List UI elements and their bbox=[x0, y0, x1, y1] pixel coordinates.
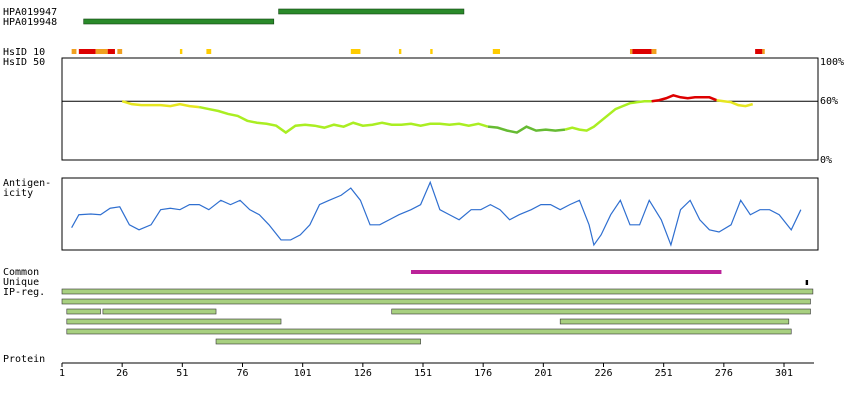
ip-region bbox=[61, 298, 811, 305]
ip-region bbox=[102, 308, 217, 315]
antibody-label: HPA019947 bbox=[3, 7, 57, 18]
x-tick-label: 101 bbox=[294, 368, 312, 379]
track-label: HsID 10 bbox=[3, 47, 45, 58]
track-label: Unique bbox=[3, 277, 39, 288]
track-label: Common bbox=[3, 267, 39, 278]
hsid10-segment bbox=[117, 49, 123, 54]
y-tick-label: 100% bbox=[820, 57, 844, 68]
unique-bar bbox=[805, 280, 809, 285]
ip-region bbox=[559, 318, 790, 325]
hsid10-segment bbox=[350, 49, 361, 54]
hsid10-segment bbox=[651, 49, 657, 54]
track-label: icity bbox=[3, 188, 33, 199]
x-tick-label: 276 bbox=[715, 368, 733, 379]
hsid10-segment bbox=[492, 49, 501, 54]
hsid10-segment bbox=[78, 49, 96, 54]
hsid50-line bbox=[716, 98, 754, 108]
x-tick-label: 251 bbox=[655, 368, 673, 379]
hsid10-segment bbox=[430, 49, 433, 54]
x-tick-label: 26 bbox=[116, 368, 128, 379]
hsid50-line bbox=[487, 125, 566, 134]
hsid10-segment bbox=[71, 49, 77, 54]
antigenicity-line bbox=[71, 180, 802, 247]
hsid50-line bbox=[651, 94, 718, 103]
hsid10-segment bbox=[762, 49, 765, 54]
antibody-bar bbox=[83, 18, 275, 25]
ip-region bbox=[66, 318, 282, 325]
track-label: Antigen- bbox=[3, 178, 51, 189]
ip-region bbox=[215, 338, 421, 345]
ip-region bbox=[66, 328, 792, 335]
y-tick-label: 60% bbox=[820, 96, 838, 107]
hsid50-line bbox=[564, 99, 652, 132]
ip-region bbox=[61, 288, 814, 295]
common-bar bbox=[410, 270, 722, 274]
x-tick-label: 126 bbox=[354, 368, 372, 379]
x-tick-label: 226 bbox=[594, 368, 612, 379]
track-label: IP-reg. bbox=[3, 287, 45, 298]
hsid50-line bbox=[121, 100, 200, 109]
track-label: Protein bbox=[3, 354, 45, 365]
x-tick-label: 1 bbox=[59, 368, 65, 379]
track-label: HsID 50 bbox=[3, 57, 45, 68]
hsid50-frame bbox=[61, 57, 819, 161]
x-tick-label: 51 bbox=[176, 368, 188, 379]
hsid10-segment bbox=[632, 49, 652, 54]
y-tick-label: 0% bbox=[820, 155, 832, 166]
x-tick-label: 301 bbox=[775, 368, 793, 379]
hsid50-line bbox=[198, 105, 489, 135]
hsid10-segment bbox=[206, 49, 212, 54]
antigenicity-frame bbox=[61, 177, 819, 251]
ip-region bbox=[391, 308, 811, 315]
hsid10-segment bbox=[179, 49, 183, 54]
hsid10-segment bbox=[107, 49, 115, 54]
x-tick-label: 201 bbox=[534, 368, 552, 379]
x-tick-label: 176 bbox=[474, 368, 492, 379]
x-tick-label: 151 bbox=[414, 368, 432, 379]
x-tick-label: 76 bbox=[236, 368, 248, 379]
hsid10-segment bbox=[95, 49, 108, 54]
hsid10-segment bbox=[629, 49, 633, 54]
antibody-label: HPA019948 bbox=[3, 17, 57, 28]
ip-region bbox=[66, 308, 101, 315]
hsid10-segment bbox=[398, 49, 402, 54]
antibody-bar bbox=[278, 8, 465, 15]
hsid10-segment bbox=[755, 49, 763, 54]
